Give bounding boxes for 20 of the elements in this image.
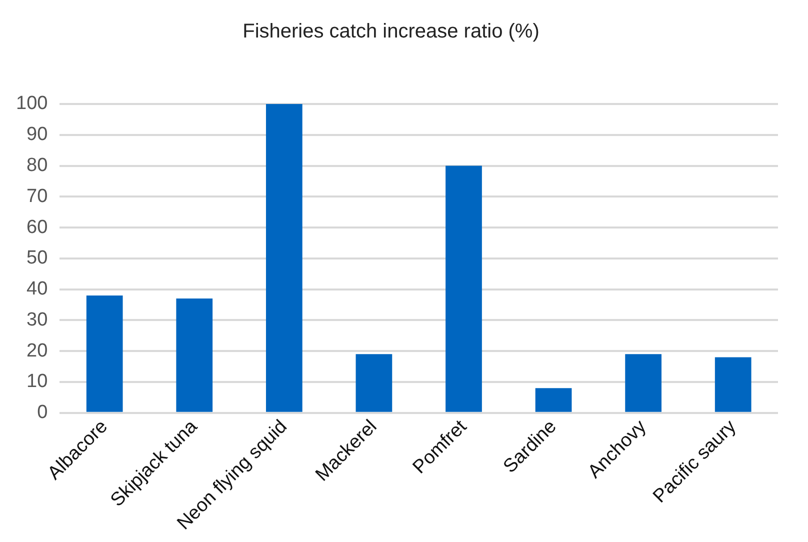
bar xyxy=(446,166,482,412)
chart-title: Fisheries catch increase ratio (%) xyxy=(242,20,540,43)
y-tick-label: 80 xyxy=(26,154,48,176)
bar xyxy=(535,388,572,412)
bar xyxy=(86,295,123,412)
y-tick-label: 30 xyxy=(26,309,48,330)
y-tick-label: 70 xyxy=(26,186,48,207)
y-tick-label: 40 xyxy=(26,278,48,300)
bar xyxy=(625,354,662,412)
y-tick-label: 20 xyxy=(26,340,48,362)
bar xyxy=(176,298,213,412)
y-tick-label: 50 xyxy=(26,248,48,269)
y-tick-label: 60 xyxy=(26,216,48,238)
y-tick-label: 100 xyxy=(16,93,48,114)
y-tick-label: 90 xyxy=(26,124,48,146)
bar xyxy=(356,354,392,412)
bar xyxy=(266,104,302,412)
bar xyxy=(714,357,752,412)
y-tick-label: 10 xyxy=(26,371,48,392)
y-tick-label: 0 xyxy=(37,402,48,424)
